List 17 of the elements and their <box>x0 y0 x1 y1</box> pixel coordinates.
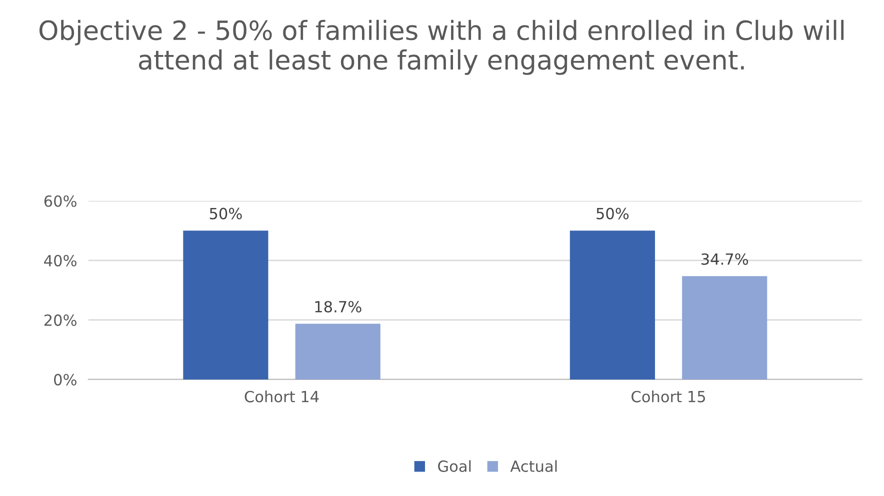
x-tick-label: Cohort 14 <box>244 390 319 402</box>
legend-label: Goal <box>438 460 471 472</box>
y-tick-label: 60% <box>44 195 76 207</box>
x-tick-label: Cohort 15 <box>632 390 705 402</box>
y-tick-label: 40% <box>44 254 76 266</box>
legend-label: Actual <box>510 460 557 472</box>
data-label: 34.7% <box>702 253 748 265</box>
data-label: 50% <box>210 208 242 220</box>
bar <box>295 324 380 380</box>
data-label: 18.7% <box>315 300 362 312</box>
y-tick-label: 20% <box>44 314 76 326</box>
y-tick-label: 0% <box>54 374 76 386</box>
data-label: 50% <box>596 208 629 220</box>
chart-title: Objective 2 - 50% of families with a child enrolled in Club will attend at least one family engagement event. <box>39 20 844 75</box>
bar <box>682 276 768 380</box>
bar <box>570 230 655 380</box>
bar <box>183 230 268 380</box>
